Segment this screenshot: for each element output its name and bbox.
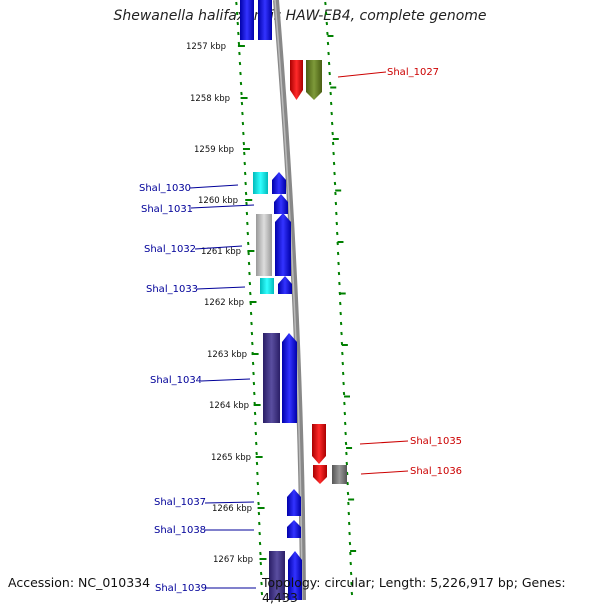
gene-shal-1034[interactable] bbox=[263, 333, 280, 423]
gene-shal-1038[interactable] bbox=[287, 520, 301, 538]
tick-label: 1259 kbp bbox=[194, 145, 234, 155]
label-shal-1030[interactable]: Shal_1030 bbox=[139, 183, 191, 194]
accession-text: Accession: NC_010334 bbox=[8, 575, 150, 590]
label-shal-1033[interactable]: Shal_1033 bbox=[146, 284, 198, 295]
gene-shal-1032-arrow[interactable] bbox=[275, 213, 291, 276]
left-gene-labels: Shal_1030 Shal_1031 Shal_1032 Shal_1033 … bbox=[139, 183, 256, 594]
tick-label: 1266 kbp bbox=[212, 504, 252, 514]
leader-line bbox=[201, 379, 250, 381]
gene-shal-1029[interactable] bbox=[258, 0, 272, 40]
gene-shal-1036b[interactable] bbox=[332, 465, 347, 484]
gene-shal-1034-arrow[interactable] bbox=[282, 333, 297, 423]
gene-shal-1030[interactable] bbox=[253, 172, 268, 194]
leader-line bbox=[205, 502, 254, 503]
leader-line bbox=[361, 471, 408, 474]
tick-label: 1267 kbp bbox=[213, 555, 253, 565]
tick-label: 1262 kbp bbox=[204, 298, 244, 308]
label-shal-1032[interactable]: Shal_1032 bbox=[144, 244, 196, 255]
gene-shal-1035[interactable] bbox=[312, 424, 326, 464]
tick-label: 1263 kbp bbox=[207, 350, 247, 360]
gene-shal-1033-arrow[interactable] bbox=[278, 276, 292, 294]
label-shal-1038[interactable]: Shal_1038 bbox=[154, 525, 206, 536]
gene-shal-1036[interactable] bbox=[313, 465, 327, 484]
gene-shal-1033[interactable] bbox=[260, 278, 274, 294]
label-shal-1039[interactable]: Shal_1039 bbox=[155, 583, 207, 594]
tick-label: 1260 kbp bbox=[198, 196, 238, 206]
tick-label: 1258 kbp bbox=[190, 94, 230, 104]
label-shal-1037[interactable]: Shal_1037 bbox=[154, 497, 206, 508]
tick-label: 1265 kbp bbox=[211, 453, 251, 463]
gene-shal-1032[interactable] bbox=[256, 214, 272, 276]
gene-shal-1027b[interactable] bbox=[306, 60, 322, 100]
gene-shal-1030-arrow[interactable] bbox=[272, 172, 286, 194]
label-shal-1035[interactable]: Shal_1035 bbox=[410, 436, 462, 447]
label-shal-1027[interactable]: Shal_1027 bbox=[387, 67, 439, 78]
tick-label: 1264 kbp bbox=[209, 401, 249, 411]
leader-line bbox=[190, 185, 238, 188]
label-shal-1034[interactable]: Shal_1034 bbox=[150, 375, 202, 386]
leader-line bbox=[197, 287, 245, 289]
gene-shal-1028[interactable] bbox=[240, 0, 254, 40]
label-shal-1036[interactable]: Shal_1036 bbox=[410, 466, 462, 477]
leader-line bbox=[338, 72, 386, 77]
topology-text: Topology: circular; Length: 5,226,917 bp… bbox=[262, 575, 600, 605]
label-shal-1031[interactable]: Shal_1031 bbox=[141, 204, 193, 215]
tick-label: 1257 kbp bbox=[186, 42, 226, 52]
gene-shal-1027[interactable] bbox=[290, 60, 303, 100]
leader-line bbox=[360, 441, 408, 444]
kbp-ticks: 1257 kbp 1258 kbp 1259 kbp 1260 kbp 1261… bbox=[186, 42, 253, 565]
gene-shal-1031[interactable] bbox=[274, 194, 288, 214]
right-gene-labels: Shal_1027 Shal_1035 Shal_1036 bbox=[338, 67, 462, 477]
